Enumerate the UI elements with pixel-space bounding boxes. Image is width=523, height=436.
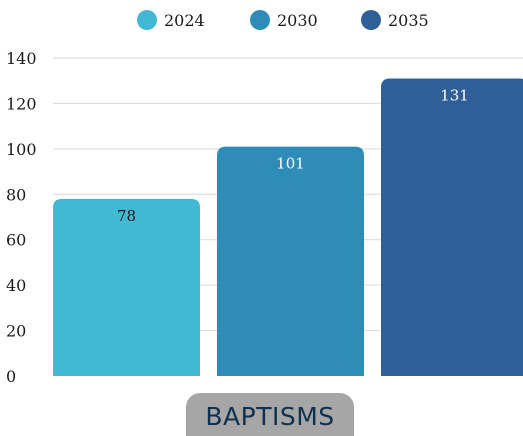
data-label-2035: 131 xyxy=(440,86,469,104)
y-tick-label: 140 xyxy=(6,49,37,68)
legend-marker-2030 xyxy=(250,10,270,30)
legend-marker-2024 xyxy=(137,10,157,30)
y-tick-label: 0 xyxy=(6,367,16,386)
legend-marker-2035 xyxy=(361,10,381,30)
legend-label-2024: 2024 xyxy=(164,11,205,30)
legend: 2024 2030 2035 xyxy=(137,10,429,30)
legend-label-2030: 2030 xyxy=(277,11,318,30)
bars xyxy=(53,78,523,376)
data-label-2030: 101 xyxy=(276,155,305,173)
y-tick-label: 120 xyxy=(6,94,37,113)
y-axis-ticks: 0 20 40 60 80 100 120 140 xyxy=(6,49,37,386)
y-tick-label: 100 xyxy=(6,140,37,159)
data-labels: 78 101 131 xyxy=(117,86,469,224)
category-label-box: BAPTISMS xyxy=(186,393,354,436)
data-label-2024: 78 xyxy=(117,207,136,225)
y-tick-label: 20 xyxy=(6,322,26,341)
bar-2030 xyxy=(217,146,364,376)
bar-2035 xyxy=(381,78,523,376)
bar-2024 xyxy=(53,198,200,376)
category-label: BAPTISMS xyxy=(205,402,335,431)
legend-label-2035: 2035 xyxy=(388,11,429,30)
y-tick-label: 40 xyxy=(6,276,26,295)
y-tick-label: 80 xyxy=(6,185,26,204)
y-tick-label: 60 xyxy=(6,231,26,250)
